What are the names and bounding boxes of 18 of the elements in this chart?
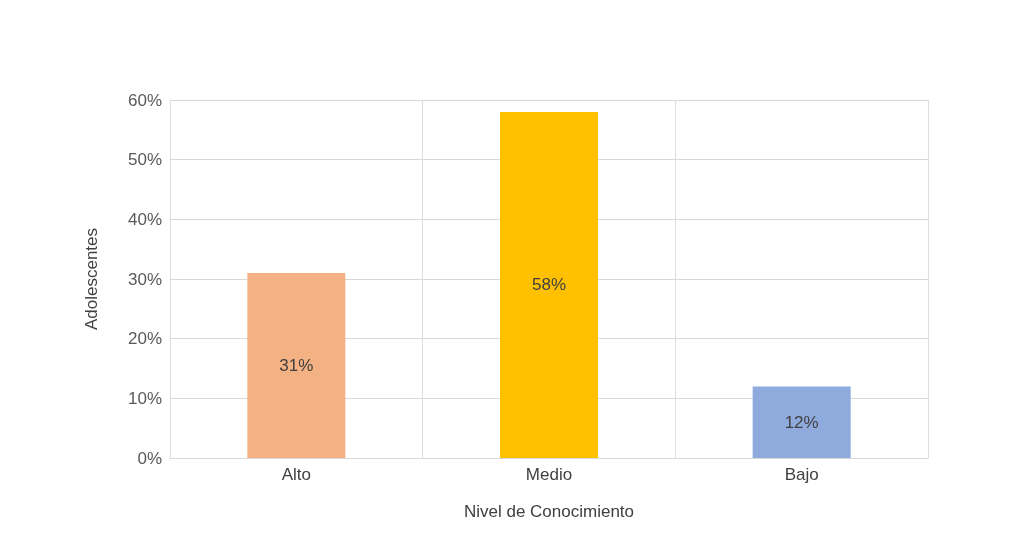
data-label: 31% [279, 356, 314, 376]
x-axis-title: Nivel de Conocimiento [463, 502, 635, 521]
x-tick-label: Medio [525, 465, 573, 484]
data-label: 58% [531, 275, 567, 295]
y-tick-label: 20% [127, 329, 162, 349]
y-tick-label: 10% [127, 388, 162, 408]
bar [500, 111, 598, 458]
x-tick-label: Alto [281, 465, 311, 484]
y-tick-label: 50% [127, 150, 162, 170]
y-tick-label: 0% [137, 448, 162, 468]
y-axis-title: Adolescentes [82, 227, 101, 331]
bar [247, 273, 346, 458]
data-label: 12% [784, 412, 819, 432]
y-tick-label: 30% [127, 269, 162, 289]
y-tick-label: 60% [127, 90, 162, 110]
bar [752, 386, 851, 458]
x-tick-label: Bajo [784, 465, 819, 484]
y-tick-label: 40% [127, 209, 162, 229]
